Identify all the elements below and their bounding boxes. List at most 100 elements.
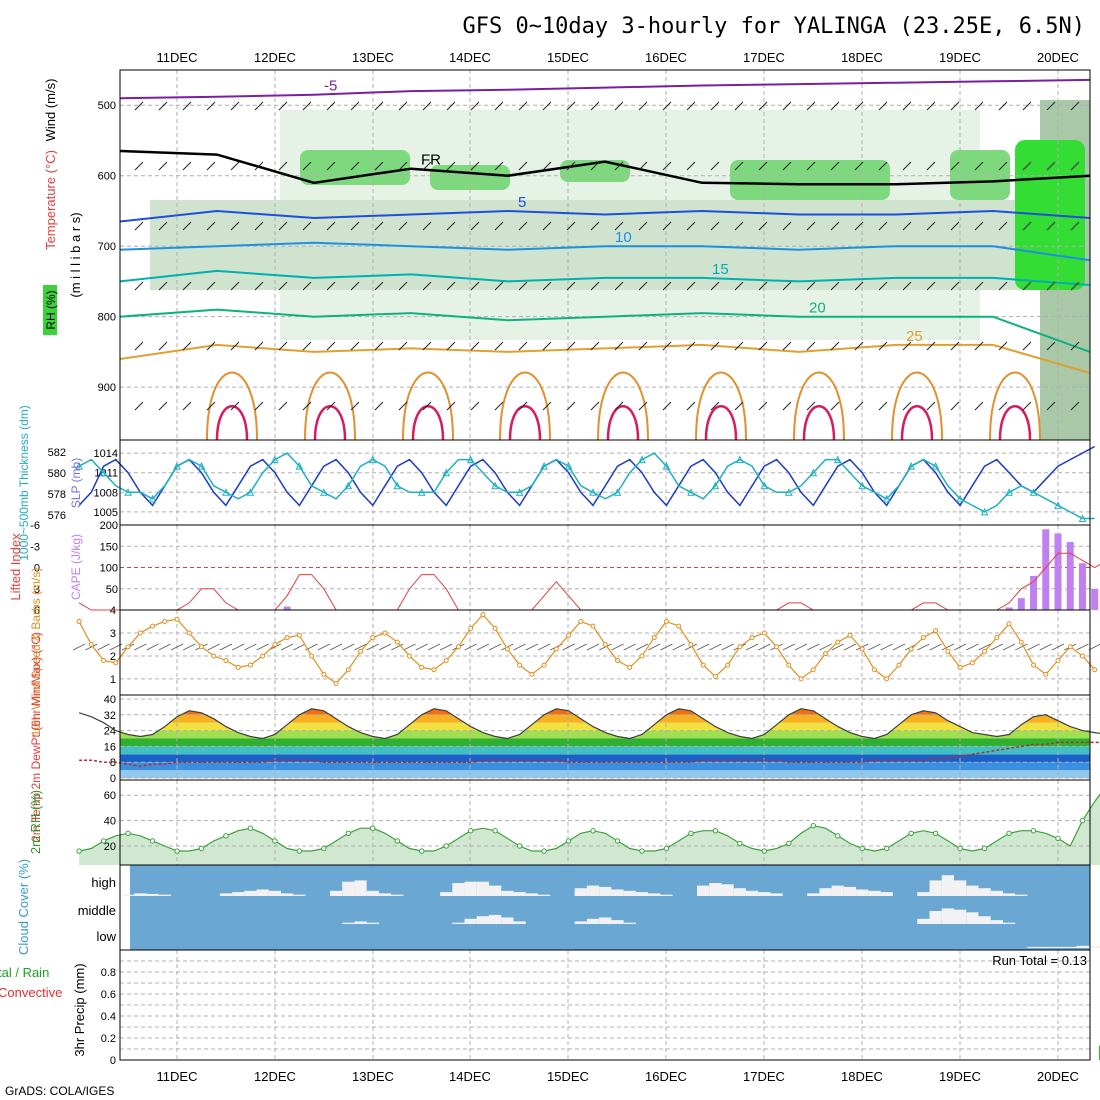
wind-barb (158, 101, 168, 111)
wind-barb (422, 161, 432, 171)
precip-axis-label: 3hr Precip (mm) (72, 963, 87, 1056)
cloud-cell (329, 890, 343, 896)
isotherm-loop-red (508, 405, 542, 441)
isotherm-loop-orange (402, 371, 454, 441)
wind-barb (230, 341, 240, 351)
wind-speed-point (517, 662, 523, 668)
cloud-cell (721, 884, 734, 896)
temp-tick-label: 0 (110, 773, 116, 785)
wind-barb (422, 341, 432, 351)
top-date-label: 14DEC (449, 50, 491, 65)
cloud-cell (281, 893, 294, 896)
top-date-axis: 11DEC 12DEC 13DEC 14DEC 15DEC 16DEC 17DEC 18DEC… (157, 50, 1079, 65)
wind-axis-label: Wind (m/s) (43, 79, 58, 142)
isotherm-loop-red (802, 405, 836, 441)
wind-barb (302, 401, 312, 411)
cloud-cell (219, 893, 233, 896)
wind-barb (464, 643, 477, 651)
wind-barb (518, 341, 528, 351)
cloud-cell (1064, 946, 1077, 948)
chart-title: GFS 0~10day 3-hourly for YALINGA (23.25E… (462, 14, 1085, 39)
rh-point (76, 848, 82, 854)
wind-barb (566, 101, 576, 111)
thickness-marker (809, 468, 818, 477)
wind-barb (134, 101, 144, 111)
wind-barb (182, 161, 192, 171)
rh-tick-label: 60 (104, 790, 116, 802)
wind-barb (758, 401, 768, 411)
credit-label: GrADS: COLA/IGES (5, 1084, 114, 1098)
wind-speed-point (211, 653, 217, 659)
li-tick-label: -3 (30, 541, 40, 553)
wind-barb (158, 401, 168, 411)
thickness-marker (540, 462, 548, 470)
wind-speed-point (700, 662, 706, 668)
wind-speed-point (382, 630, 388, 636)
wind-barb (806, 281, 816, 291)
cloud-cell (880, 892, 893, 896)
wind-barb (326, 101, 336, 111)
wind-barb (542, 281, 552, 291)
cloud-cell (121, 894, 135, 896)
cloud-cell (513, 921, 526, 924)
wind-speed-point (455, 644, 461, 650)
wind-barb (974, 101, 984, 111)
thickness-marker (393, 481, 402, 490)
wind-speed-point (480, 612, 486, 618)
wind-speed-point (137, 630, 143, 636)
upper-air-panel: 500 600 700 800 900 -5 FR 5 10 15 20 25 Wind (m/s) Te… (43, 69, 1091, 441)
cloud-cell (807, 893, 820, 896)
cape-bar (1066, 542, 1074, 610)
wind-speed-point (113, 660, 119, 666)
cloud-cell (611, 889, 624, 896)
slp-tick-label: 1014 (94, 448, 118, 460)
wind-speed-point (835, 639, 841, 645)
rh-point (590, 828, 596, 834)
cloud-cell (953, 880, 967, 896)
wind-barb (586, 643, 600, 651)
thickness-marker (589, 488, 597, 496)
wind-barb (1070, 101, 1080, 111)
wind-barb (974, 281, 984, 291)
cloud-cell (537, 894, 551, 896)
wind-speed-point (443, 658, 449, 664)
wind-barb (710, 341, 720, 351)
wind-barb (854, 341, 864, 351)
cloud-cell (464, 881, 477, 896)
wind-barb (590, 101, 600, 111)
wind-barb (1070, 221, 1080, 231)
thickness-marker (320, 488, 328, 496)
wind-speed-point (284, 635, 290, 641)
rh-point (541, 848, 547, 854)
wind-barb (182, 341, 192, 351)
wind-barb (72, 643, 86, 651)
isotherm-loop-orange (304, 371, 356, 441)
wind-barb (926, 101, 936, 111)
wind-barb (374, 281, 384, 291)
rh-point (174, 848, 180, 854)
wind-barb (638, 281, 648, 291)
cloud-cell (831, 885, 844, 896)
top-date-label: 20DEC (1037, 50, 1079, 65)
wind-barb (590, 221, 600, 231)
wind-speed-point (1006, 621, 1012, 627)
temp-tick-label: 40 (104, 694, 116, 706)
rh-point (981, 845, 988, 852)
cloud-cell (501, 890, 514, 896)
cape-bar (1091, 588, 1099, 610)
pressure-tick-label: 700 (98, 241, 116, 253)
wind-barb (998, 401, 1008, 411)
wind-speed-point (309, 653, 315, 659)
wind-barb (254, 281, 264, 291)
rh-point (1030, 828, 1037, 834)
wind-barb (614, 221, 624, 231)
wind-barb (734, 221, 744, 231)
wind-speed-point (529, 671, 535, 677)
wind-speed-point (296, 632, 302, 638)
wind-barb (1022, 401, 1032, 411)
rh-point (223, 833, 229, 839)
rh-point (419, 848, 425, 854)
slp-tick-label: 1008 (94, 487, 118, 499)
wind-barb (734, 401, 744, 411)
wind-barb (782, 341, 792, 351)
